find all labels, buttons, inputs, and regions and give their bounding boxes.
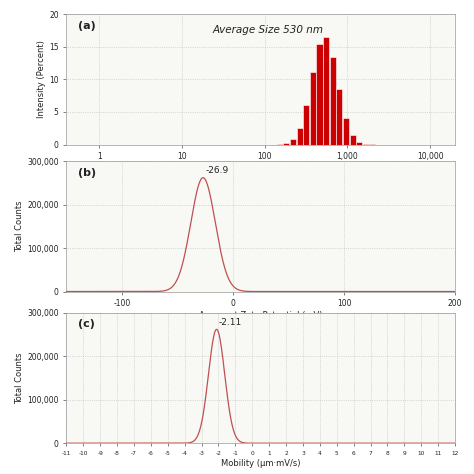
Bar [283,143,290,145]
Text: -2.11: -2.11 [219,318,242,327]
Y-axis label: Total Counts: Total Counts [15,201,24,252]
Bar [343,118,349,145]
Text: (a): (a) [78,21,96,31]
Bar [349,135,356,145]
Bar [330,56,336,145]
Bar [356,142,362,145]
X-axis label: Apparent Zeta Potential (mV): Apparent Zeta Potential (mV) [199,311,322,320]
Bar [297,128,303,145]
Text: (b): (b) [78,168,96,178]
Bar [290,139,296,145]
Y-axis label: Intensity (Percent): Intensity (Percent) [37,40,46,118]
Bar [317,44,323,145]
Y-axis label: Total Counts: Total Counts [15,352,24,404]
X-axis label: Size (d.nm): Size (d.nm) [237,164,285,173]
Bar [336,89,342,145]
Text: (c): (c) [78,319,95,329]
Bar [303,105,310,145]
Text: -26.9: -26.9 [205,166,228,175]
Text: Average Size 530 nm: Average Size 530 nm [213,25,324,35]
Bar [310,73,316,145]
Bar [323,37,329,145]
X-axis label: Mobility (μm·mV/s): Mobility (μm·mV/s) [221,459,301,468]
Bar [363,144,369,145]
